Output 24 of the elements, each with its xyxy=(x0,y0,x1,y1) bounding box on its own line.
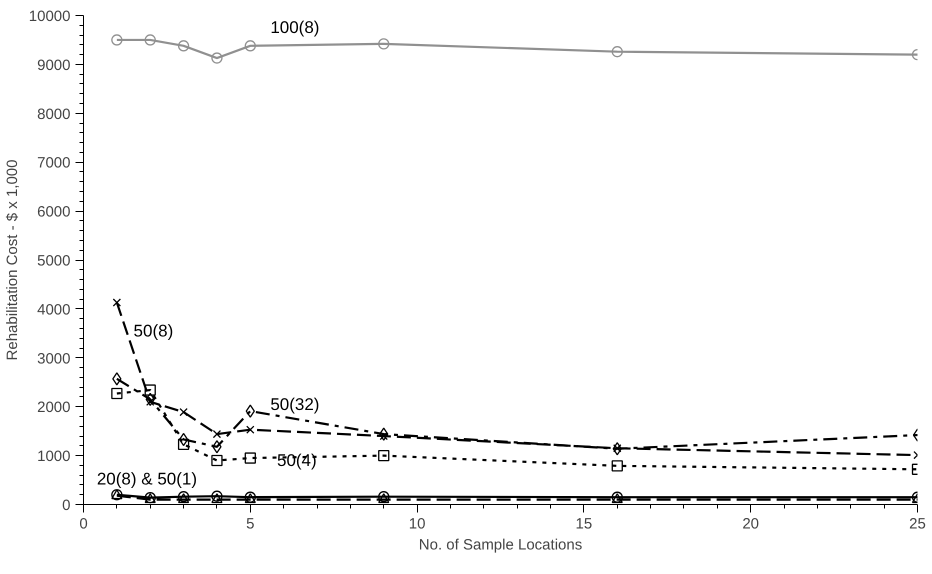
annotation: 50(4) xyxy=(276,450,317,470)
x-tick-label: 25 xyxy=(909,516,926,532)
x-tick-label: 0 xyxy=(79,516,88,532)
y-tick-label: 4000 xyxy=(37,301,71,318)
y-tick-label: 1000 xyxy=(37,448,71,466)
y-tick-label: 8000 xyxy=(37,106,71,123)
y-tick-label: 0 xyxy=(62,497,70,514)
y-tick-label: 6000 xyxy=(37,204,71,221)
x-tick-label: 5 xyxy=(246,516,254,532)
y-axis-title: Rehabilitation Cost - $ x 1,000 xyxy=(4,160,21,360)
y-tick-label: 2000 xyxy=(37,399,71,416)
x-tick-label: 15 xyxy=(576,516,592,532)
annotation: 20(8) & 50(1) xyxy=(96,470,198,489)
x-tick-label: 10 xyxy=(408,516,426,532)
x-tick-label: 20 xyxy=(742,516,760,532)
x-axis-title: No. of Sample Locations xyxy=(418,536,582,554)
annotation: 50(8) xyxy=(134,321,174,340)
y-tick-label: 9000 xyxy=(37,56,71,74)
y-tick-label: 3000 xyxy=(37,350,71,368)
y-tick-label: 5000 xyxy=(37,252,71,270)
y-tick-label: 10000 xyxy=(28,8,71,25)
y-tick-label: 7000 xyxy=(37,154,71,172)
annotation: 100(8) xyxy=(270,18,320,38)
annotation: 50(32) xyxy=(270,394,320,414)
